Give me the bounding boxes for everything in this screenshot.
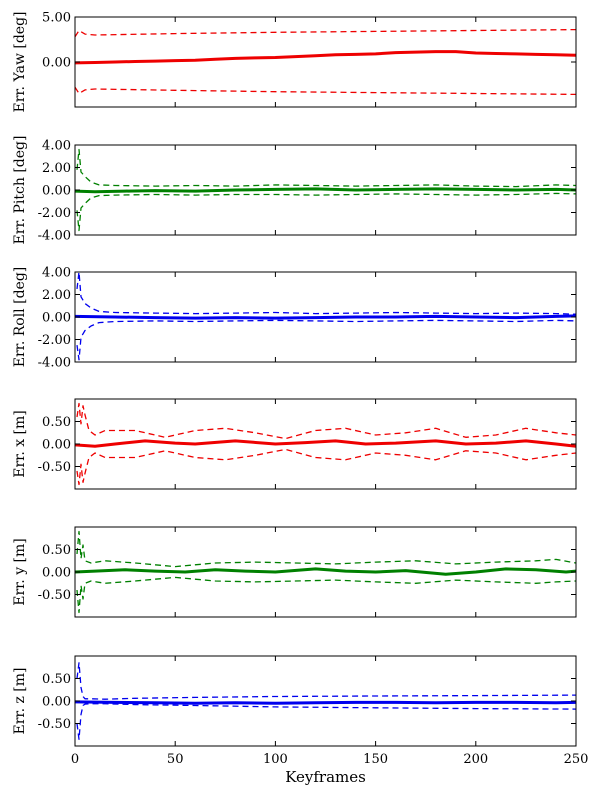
y-tick-label: -0.50 bbox=[38, 460, 71, 475]
y-tick-label: 0.00 bbox=[42, 438, 71, 453]
series-upper-line bbox=[75, 28, 576, 38]
y-axis-label: Err. Roll [deg] bbox=[12, 267, 28, 367]
series-lower-line bbox=[76, 703, 576, 740]
x-tick-label: 0 bbox=[71, 752, 79, 767]
y-tick-label: 0.00 bbox=[42, 184, 71, 199]
y-tick-label: 2.00 bbox=[42, 288, 71, 303]
x-axis-label: Keyframes bbox=[285, 768, 366, 786]
panel-3: 4.00 2.00 0.00 -2.00 -4.00 Err. Roll [deg] bbox=[12, 266, 577, 371]
y-axis-label: Err. y [m] bbox=[12, 538, 28, 606]
y-axis-label: Err. z [m] bbox=[12, 668, 28, 735]
x-tick-label: 150 bbox=[363, 752, 388, 767]
series-mean-line bbox=[75, 439, 576, 448]
series-mean-line bbox=[75, 314, 576, 320]
y-tick-label: 4.00 bbox=[42, 266, 71, 281]
y-tick-label: -0.50 bbox=[38, 717, 71, 732]
y-tick-label: 0.50 bbox=[42, 415, 71, 430]
series-lower-line bbox=[76, 448, 576, 486]
panel-2: 4.00 2.00 0.00 -2.00 -4.00 Err. Pitch [deg] bbox=[12, 136, 577, 245]
y-tick-label: 0.00 bbox=[42, 695, 71, 710]
series-lower-line bbox=[75, 86, 576, 96]
y-tick-label: -2.00 bbox=[38, 206, 71, 221]
x-tick-label: 250 bbox=[564, 752, 589, 767]
series-lower-line bbox=[76, 576, 576, 614]
panel-6: 0.50 0.00 -0.50 Err. z [m] 0 50 100 150 200 250 Ke… bbox=[12, 655, 589, 786]
series-lower-line bbox=[76, 319, 576, 361]
y-tick-label: 4.00 bbox=[42, 139, 71, 154]
y-tick-label: -4.00 bbox=[38, 356, 71, 371]
x-tick-label: 200 bbox=[463, 752, 488, 767]
series-upper-line bbox=[76, 272, 576, 315]
y-tick-label: 0.50 bbox=[42, 672, 71, 687]
series-mean-line bbox=[75, 50, 576, 65]
y-tick-label: 0.00 bbox=[42, 311, 71, 326]
panel-5: 0.50 0.00 -0.50 Err. y [m] bbox=[12, 526, 577, 618]
y-tick-label: 0.50 bbox=[42, 543, 71, 558]
y-axis-label: Err. Pitch [deg] bbox=[12, 136, 28, 245]
series-mean-line bbox=[75, 700, 576, 705]
y-tick-label: -2.00 bbox=[38, 333, 71, 348]
x-tick-label: 50 bbox=[167, 752, 184, 767]
panel-1: 5.00 0.00 Err. Yaw [deg] bbox=[12, 11, 577, 113]
series-upper-line bbox=[76, 530, 576, 568]
series-lower-line bbox=[76, 192, 576, 232]
y-tick-label: -0.50 bbox=[38, 588, 71, 603]
y-tick-label: 0.00 bbox=[42, 56, 71, 71]
series-upper-line bbox=[76, 662, 576, 700]
y-tick-label: 5.00 bbox=[42, 11, 71, 26]
x-tick-label: 100 bbox=[263, 752, 288, 767]
y-tick-label: 0.00 bbox=[42, 566, 71, 581]
series-upper-line bbox=[76, 148, 576, 188]
y-axis-label: Err. x [m] bbox=[12, 410, 28, 478]
series-mean-line bbox=[75, 187, 576, 194]
y-tick-label: 2.00 bbox=[42, 161, 71, 176]
y-tick-label: -4.00 bbox=[38, 229, 71, 244]
y-axis-label: Err. Yaw [deg] bbox=[12, 11, 28, 112]
series-mean-line bbox=[75, 567, 576, 576]
series-upper-line bbox=[76, 402, 576, 440]
panel-4: 0.50 0.00 -0.50 Err. x [m] bbox=[12, 398, 577, 490]
